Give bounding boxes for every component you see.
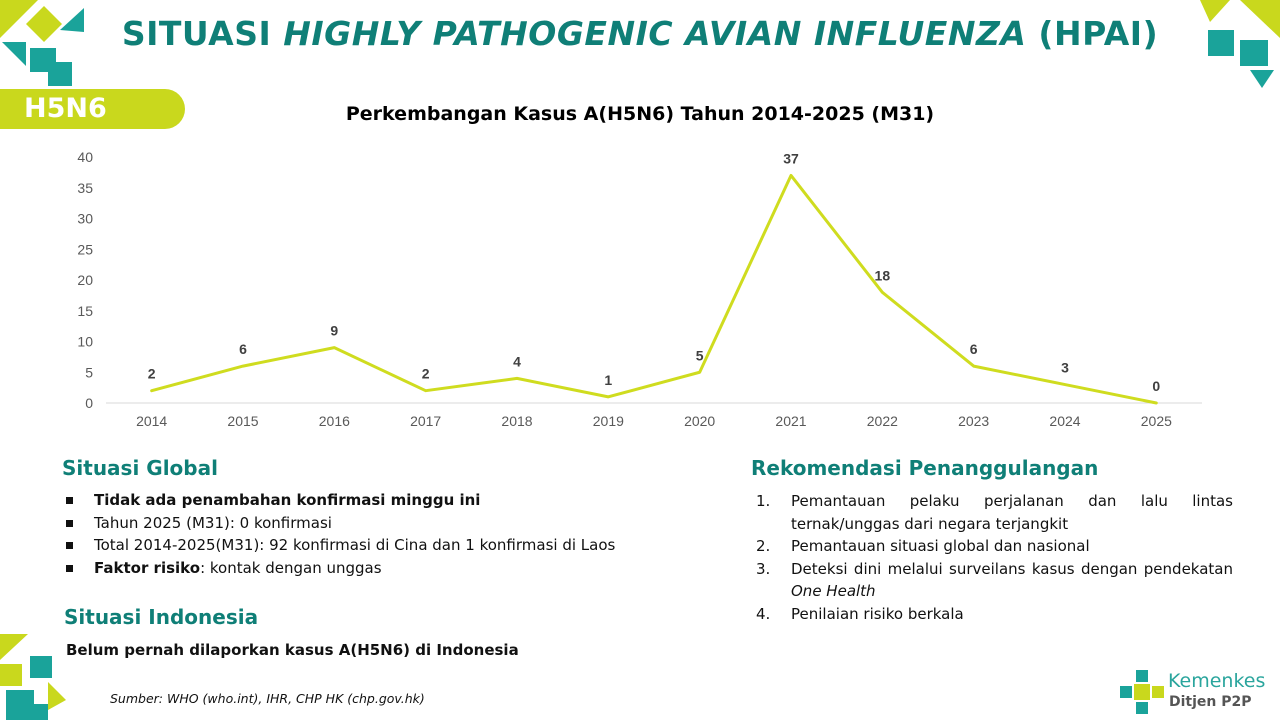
x-tick-label: 2023 — [958, 413, 989, 429]
global-bullet-text: : kontak dengan unggas — [200, 558, 382, 577]
corner-decoration-top-left — [0, 0, 84, 86]
y-tick-label: 20 — [77, 272, 93, 288]
virus-tag: H5N6 — [0, 89, 185, 129]
data-label: 4 — [513, 353, 521, 369]
y-tick-label: 40 — [77, 149, 93, 165]
series-line — [150, 173, 1158, 405]
x-tick-label: 2021 — [775, 413, 806, 429]
page-title-suffix: (HPAI) — [1026, 14, 1159, 53]
indonesia-text: Belum pernah dilaporkan kasus A(H5N6) di… — [66, 641, 519, 659]
recommendation-item: 1. Pemantauan pelaku perjalanan dan lalu … — [753, 490, 1233, 535]
x-tick-label: 2025 — [1141, 413, 1172, 429]
y-tick-label: 0 — [85, 395, 93, 411]
recommendation-heading: Rekomendasi Penanggulangan — [751, 456, 1099, 480]
logo-subtitle: Ditjen P2P — [1169, 694, 1252, 710]
y-tick-label: 15 — [77, 303, 93, 319]
y-tick-label: 10 — [77, 334, 93, 350]
data-label: 6 — [970, 341, 978, 357]
x-tick-label: 2024 — [1049, 413, 1080, 429]
data-label: 5 — [696, 347, 704, 363]
x-tick-label: 2018 — [501, 413, 532, 429]
recommendation-item: 2. Pemantauan situasi global dan nasional — [753, 535, 1233, 558]
x-tick-label: 2022 — [867, 413, 898, 429]
recommendation-number: 3. — [756, 559, 771, 578]
data-label: 18 — [875, 267, 891, 283]
global-bullet-list: Tidak ada penambahan konfirmasi minggu i… — [64, 489, 615, 579]
corner-decoration-top-right — [1200, 0, 1280, 88]
data-label: 1 — [604, 372, 612, 388]
global-bullet-item: Faktor risiko: kontak dengan unggas — [64, 557, 615, 580]
data-label: 37 — [783, 150, 799, 166]
data-label: 9 — [330, 323, 338, 339]
recommendation-number: 2. — [756, 537, 771, 555]
data-label: 3 — [1061, 360, 1069, 376]
global-bullet-bold: Tidak ada penambahan konfirmasi minggu i… — [94, 491, 481, 509]
kemenkes-logo: Kemenkes Ditjen P2P — [1116, 666, 1280, 720]
recommendation-item: 4. Penilaian risiko berkala — [753, 603, 1233, 626]
page-title-italic: HIGHLY PATHOGENIC AVIAN INFLUENZA — [283, 14, 1027, 53]
data-label: 0 — [1152, 378, 1160, 394]
global-bullet-bold: Faktor risiko — [94, 558, 201, 577]
recommendation-text: Deteksi dini melalui surveilans kasus de… — [791, 559, 1233, 578]
recommendation-text: Pemantauan situasi global dan nasional — [791, 537, 1090, 555]
indonesia-heading: Situasi Indonesia — [64, 605, 259, 629]
logo-name: Kemenkes — [1168, 670, 1266, 692]
data-label: 2 — [422, 366, 430, 382]
x-tick-label: 2014 — [136, 413, 167, 429]
y-tick-label: 25 — [77, 241, 93, 257]
global-bullet-item: Tidak ada penambahan konfirmasi minggu i… — [64, 489, 615, 512]
recommendation-text: Pemantauan pelaku perjalanan dan lalu li… — [791, 492, 1233, 533]
corner-decoration-bottom-left — [0, 634, 66, 720]
global-bullet-text: Total 2014-2025(M31): 92 konfirmasi di C… — [94, 536, 616, 554]
kemenkes-logo-icon — [1120, 670, 1164, 714]
source-note: Sumber: WHO (who.int), IHR, CHP HK (chp.… — [110, 691, 425, 706]
recommendation-italic: One Health — [791, 582, 876, 600]
x-tick-label: 2015 — [227, 413, 258, 429]
recommendation-item: 3. Deteksi dini melalui surveilans kasus … — [753, 558, 1233, 603]
chart-title: Perkembangan Kasus A(H5N6) Tahun 2014-20… — [345, 103, 935, 125]
recommendation-number: 1. — [756, 492, 771, 510]
page-title-prefix: SITUASI — [121, 14, 284, 53]
global-heading: Situasi Global — [62, 456, 218, 480]
recommendation-number: 4. — [756, 604, 771, 623]
y-tick-label: 35 — [77, 180, 93, 196]
global-bullet-item: Tahun 2025 (M31): 0 konfirmasi — [64, 512, 615, 535]
data-label: 6 — [239, 341, 247, 357]
recommendation-list: 1. Pemantauan pelaku perjalanan dan lalu … — [753, 490, 1233, 625]
y-tick-label: 30 — [77, 211, 93, 227]
page-title: SITUASI HIGHLY PATHOGENIC AVIAN INFLUENZ… — [0, 14, 1280, 53]
data-label: 2 — [148, 366, 156, 382]
x-tick-label: 2020 — [684, 413, 715, 429]
global-bullet-item: Total 2014-2025(M31): 92 konfirmasi di C… — [64, 534, 615, 557]
x-tick-label: 2016 — [319, 413, 350, 429]
recommendation-text: Penilaian risiko berkala — [791, 604, 964, 623]
y-tick-label: 5 — [85, 364, 93, 380]
x-tick-label: 2017 — [410, 413, 441, 429]
x-tick-label: 2019 — [593, 413, 624, 429]
global-bullet-text: Tahun 2025 (M31): 0 konfirmasi — [94, 513, 332, 532]
